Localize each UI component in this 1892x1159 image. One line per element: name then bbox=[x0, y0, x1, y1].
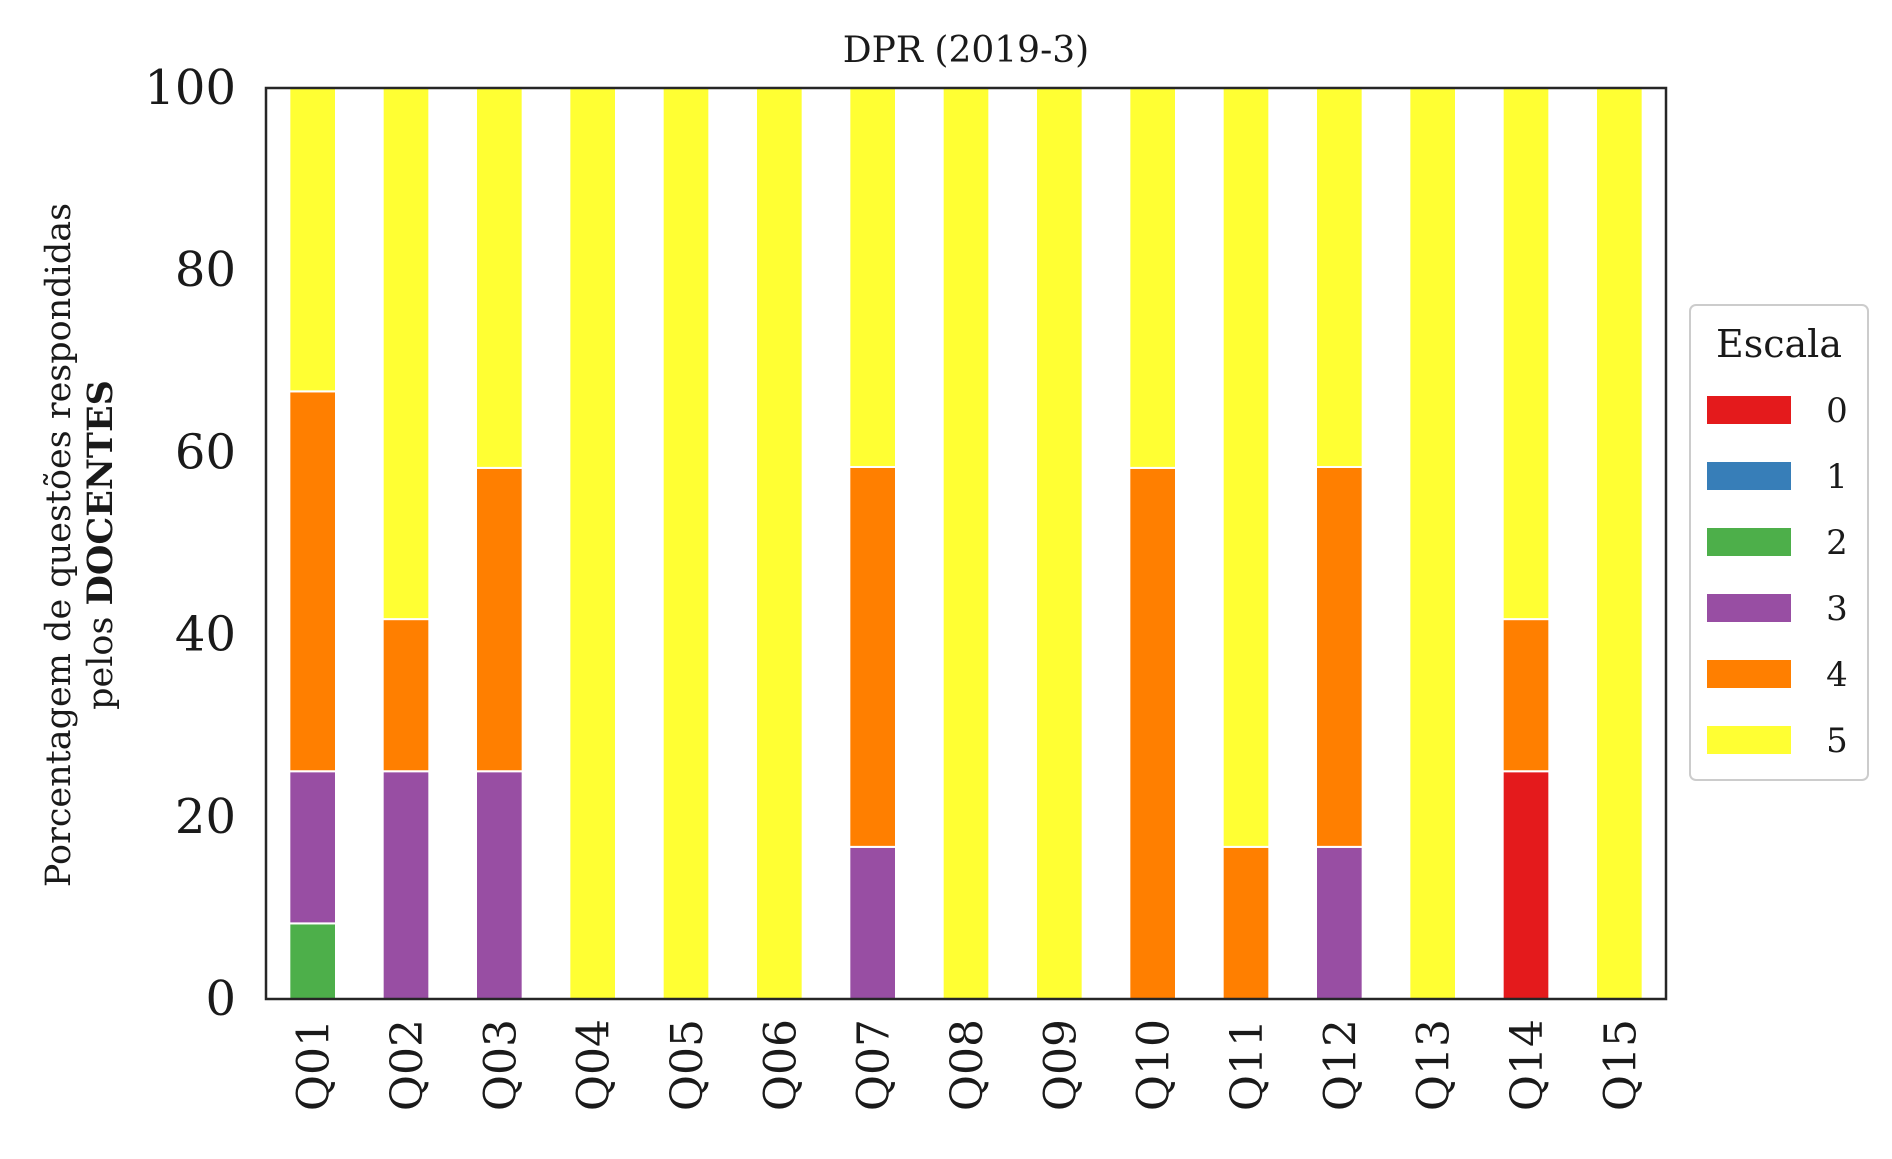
bar-q09-scale-5 bbox=[1035, 87, 1084, 1000]
chart-title: DPR (2019-3) bbox=[843, 30, 1089, 71]
bar-q01-scale-3 bbox=[288, 770, 338, 925]
legend-items: 0 1 2 3 4 5 bbox=[1707, 391, 1848, 761]
legend-swatch-1 bbox=[1707, 462, 1791, 490]
bar-q07-scale-5 bbox=[848, 86, 897, 468]
plot-frame bbox=[264, 86, 1668, 1001]
y-tick-label: 20 bbox=[175, 789, 236, 845]
bar-q10-scale-5 bbox=[1128, 87, 1178, 469]
x-axis-ticks: Q01 Q02 Q03 Q04 Q05 Q06 Q07 Q08 Q09 Q10 Q11 Q12 Q13 Q… bbox=[289, 1019, 1647, 1111]
legend-label-2: 2 bbox=[1826, 523, 1848, 563]
x-tick-label-q04: Q04 bbox=[569, 1019, 620, 1111]
bar-q07-scale-4 bbox=[848, 465, 897, 848]
x-tick-label-q07: Q07 bbox=[849, 1019, 900, 1111]
bar-q14-scale-4 bbox=[1501, 618, 1551, 773]
bar-q15-scale-5 bbox=[1595, 87, 1644, 1000]
legend-swatch-3 bbox=[1707, 594, 1791, 622]
legend-swatch-0 bbox=[1707, 396, 1791, 424]
bar-q07-scale-3 bbox=[848, 845, 897, 1000]
x-tick-label-q03: Q03 bbox=[475, 1019, 526, 1111]
x-tick-label-q14: Q14 bbox=[1502, 1019, 1553, 1111]
bar-q04-scale-5 bbox=[568, 87, 617, 1000]
bar-q01-scale-4 bbox=[288, 390, 338, 773]
legend-label-3: 3 bbox=[1826, 589, 1848, 629]
bar-q01-scale-2 bbox=[288, 922, 338, 1001]
legend-swatch-5 bbox=[1707, 726, 1791, 754]
bar-q12-scale-5 bbox=[1315, 86, 1364, 468]
x-tick-label-q05: Q05 bbox=[662, 1019, 713, 1111]
x-tick-label-q06: Q06 bbox=[755, 1019, 806, 1111]
bar-q02-scale-4 bbox=[381, 618, 431, 773]
bar-q03-scale-3 bbox=[475, 770, 524, 1000]
bar-q12-scale-3 bbox=[1315, 845, 1364, 1000]
legend-label-4: 4 bbox=[1826, 655, 1848, 695]
bar-q01-scale-5 bbox=[288, 87, 338, 393]
x-tick-label-q15: Q15 bbox=[1595, 1019, 1646, 1111]
bar-q13-scale-5 bbox=[1408, 87, 1458, 1000]
bar-q03-scale-5 bbox=[475, 87, 524, 469]
bar-q06-scale-5 bbox=[755, 87, 804, 1000]
x-tick-label-q09: Q09 bbox=[1035, 1019, 1086, 1111]
y-tick-label: 60 bbox=[175, 424, 236, 480]
y-axis-label-bold: DOCENTES bbox=[80, 380, 121, 605]
bar-q11-scale-5 bbox=[1221, 87, 1271, 848]
y-tick-label: 80 bbox=[175, 242, 236, 298]
bar-q11-scale-4 bbox=[1221, 845, 1271, 1000]
x-tick-label-q08: Q08 bbox=[942, 1019, 993, 1111]
y-axis-ticks: 0 20 40 60 80 100 bbox=[144, 60, 236, 1027]
bars-group bbox=[288, 86, 1644, 1001]
x-tick-label-q01: Q01 bbox=[289, 1019, 340, 1111]
y-axis-label-line1: Porcentagem de questões respondidas bbox=[39, 203, 79, 887]
bar-q14-scale-5 bbox=[1501, 87, 1551, 621]
bar-q08-scale-5 bbox=[941, 87, 991, 1000]
legend-label-5: 5 bbox=[1826, 721, 1848, 761]
y-axis-label: Porcentagem de questões respondidas pelo… bbox=[39, 203, 121, 887]
legend-label-1: 1 bbox=[1826, 457, 1848, 497]
x-tick-label-q10: Q10 bbox=[1129, 1019, 1180, 1111]
y-axis-label-prefix: pelos bbox=[81, 605, 121, 709]
x-tick-label-q12: Q12 bbox=[1315, 1019, 1366, 1111]
legend-label-0: 0 bbox=[1826, 391, 1848, 431]
legend-swatch-2 bbox=[1707, 528, 1791, 556]
y-tick-label: 40 bbox=[175, 607, 236, 663]
x-tick-label-q02: Q02 bbox=[382, 1019, 433, 1111]
bar-q14-scale-0 bbox=[1501, 770, 1551, 1000]
legend: Escala 0 1 2 3 4 5 bbox=[1689, 304, 1869, 781]
y-tick-label: 100 bbox=[144, 60, 236, 116]
bar-q02-scale-3 bbox=[381, 770, 431, 1000]
bar-q05-scale-5 bbox=[661, 87, 711, 1000]
bar-q10-scale-4 bbox=[1128, 466, 1178, 1000]
legend-swatch-4 bbox=[1707, 660, 1791, 688]
x-tick-label-q11: Q11 bbox=[1222, 1019, 1273, 1111]
bar-q03-scale-4 bbox=[475, 466, 524, 773]
legend-title: Escala bbox=[1716, 322, 1842, 366]
x-tick-label-q13: Q13 bbox=[1409, 1019, 1460, 1111]
bar-q12-scale-4 bbox=[1315, 465, 1364, 848]
y-tick-label: 0 bbox=[205, 971, 236, 1027]
bar-q02-scale-5 bbox=[381, 87, 431, 621]
y-axis-label-line2: pelos DOCENTES bbox=[80, 380, 121, 710]
